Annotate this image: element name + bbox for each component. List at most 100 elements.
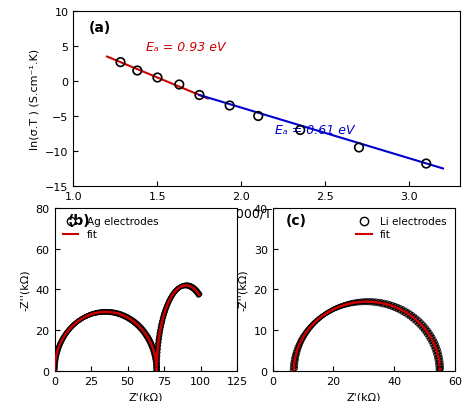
Point (153, 350, 161, 357)
Point (426, 333, 434, 339)
Point (77, 316, 85, 322)
Point (122, 314, 129, 320)
Point (383, 300, 390, 307)
Point (82, 314, 89, 320)
Point (332, 306, 339, 312)
Point (298, 337, 306, 343)
Point (125, 314, 133, 320)
Point (290, 354, 298, 360)
Point (421, 323, 429, 329)
Point (154, 367, 161, 374)
Point (130, 320, 138, 326)
Point (144, 332, 151, 338)
Point (187, 283, 194, 290)
Point (335, 304, 342, 310)
Point (294, 341, 302, 348)
Point (435, 359, 442, 365)
Point (364, 299, 371, 306)
Point (175, 285, 182, 292)
Point (65, 326, 73, 333)
Point (75, 318, 82, 324)
Point (309, 321, 316, 328)
Point (151, 355, 159, 362)
Point (434, 347, 441, 353)
Point (290, 364, 298, 370)
Point (392, 302, 399, 309)
Point (56, 340, 64, 347)
Point (169, 292, 176, 298)
Point (391, 306, 398, 312)
Point (156, 324, 164, 331)
Point (173, 286, 181, 293)
Point (153, 354, 161, 360)
Point (149, 344, 156, 350)
Y-axis label: -Z''(kΩ): -Z''(kΩ) (238, 269, 248, 310)
Point (399, 306, 407, 312)
Point (58, 338, 65, 344)
X-axis label: 1000/T (K⁻¹): 1000/T (K⁻¹) (228, 207, 305, 220)
Point (180, 283, 188, 289)
Point (91, 310, 99, 317)
Point (69, 323, 76, 330)
Point (84, 313, 92, 319)
Point (170, 290, 177, 296)
Point (391, 303, 398, 309)
Point (351, 299, 359, 306)
Point (85, 312, 92, 318)
Point (432, 354, 440, 360)
Point (54, 350, 61, 356)
Point (390, 304, 397, 310)
Point (55, 344, 63, 350)
Point (144, 334, 152, 340)
Point (154, 347, 161, 353)
Point (167, 294, 175, 300)
Point (392, 304, 400, 311)
Point (86, 312, 94, 318)
Point (155, 330, 163, 337)
Point (83, 313, 91, 319)
Point (69, 322, 77, 329)
Point (67, 325, 75, 331)
Point (394, 306, 401, 313)
Point (135, 322, 142, 328)
Point (423, 332, 430, 338)
Point (148, 347, 156, 353)
Point (97, 309, 105, 315)
Point (177, 284, 185, 290)
Point (155, 346, 162, 352)
Point (319, 313, 326, 320)
Point (133, 321, 140, 327)
Point (50, 367, 57, 374)
Point (87, 312, 94, 318)
Point (67, 324, 75, 330)
Point (364, 298, 371, 304)
Point (112, 309, 119, 316)
Point (88, 311, 95, 317)
Point (73, 320, 80, 326)
Point (82, 314, 90, 320)
Point (393, 304, 401, 310)
Point (61, 332, 69, 338)
Point (415, 317, 423, 323)
Point (118, 312, 126, 318)
Point (305, 325, 312, 332)
Point (164, 302, 172, 308)
Point (81, 314, 89, 320)
Point (153, 368, 161, 374)
Point (165, 298, 173, 304)
Legend: Ag electrodes, fit: Ag electrodes, fit (60, 214, 162, 243)
Point (128, 319, 136, 325)
Point (174, 286, 182, 292)
Point (193, 291, 201, 297)
Point (118, 312, 126, 319)
Point (154, 337, 162, 344)
Point (173, 286, 181, 293)
Point (109, 309, 117, 316)
Point (94, 309, 101, 316)
Point (350, 300, 358, 306)
Point (144, 334, 151, 340)
Point (174, 286, 182, 292)
Point (377, 299, 384, 306)
Point (301, 334, 308, 340)
Point (62, 331, 70, 337)
